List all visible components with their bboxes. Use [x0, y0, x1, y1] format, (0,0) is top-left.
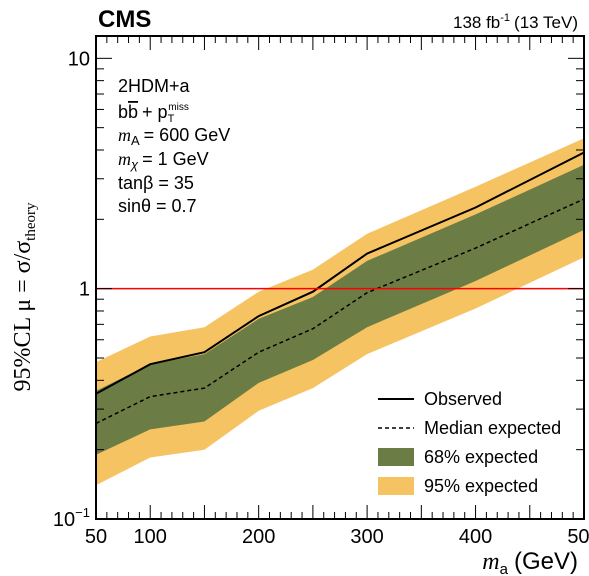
y-axis-title: 95%CL μ = σ/σtheory	[10, 202, 39, 392]
legend-observed-label: Observed	[424, 389, 502, 409]
x-tick-label: 100	[134, 526, 167, 548]
mchi-label: mχ = 1 GeV	[118, 149, 209, 172]
x-axis-title: ma (GeV)	[482, 548, 578, 576]
y-tick-label: 10−1	[53, 505, 90, 531]
x-tick-label: 50	[85, 526, 107, 548]
plot-frame	[95, 35, 585, 520]
observed-line	[95, 151, 585, 395]
mA-label: mA = 600 GeV	[118, 125, 230, 148]
axis-ticks	[95, 36, 585, 520]
model-info: 2HDM+a bb + pTmiss mA = 600 GeV mχ = 1 GeV …	[118, 76, 230, 216]
x-tick-label: 500	[567, 526, 589, 548]
x-tick-label: 400	[459, 526, 492, 548]
band-68-expected	[96, 164, 584, 455]
model-name: 2HDM+a	[118, 76, 191, 96]
legend: Observed Median expected 68% expected 95…	[378, 389, 561, 496]
sintheta-label: sinθ = 0.7	[118, 196, 197, 216]
lumi-label: 138 fb-1 (13 TeV)	[453, 12, 578, 32]
process-label: bb + pTmiss	[118, 102, 189, 125]
legend-band95-label: 95% expected	[424, 476, 538, 496]
tanbeta-label: tanβ = 35	[118, 173, 194, 193]
legend-band68-label: 68% expected	[424, 447, 538, 467]
x-tick-label: 300	[350, 526, 383, 548]
median-expected-line	[95, 198, 585, 425]
legend-median-label: Median expected	[424, 418, 561, 438]
y-tick-label: 1	[79, 279, 90, 301]
experiment-label: CMS	[98, 6, 151, 33]
legend-band95-swatch	[378, 477, 414, 495]
plot-area	[95, 138, 585, 486]
legend-band68-swatch	[378, 448, 414, 466]
x-tick-label: 200	[242, 526, 275, 548]
y-tick-label: 10	[68, 48, 90, 70]
